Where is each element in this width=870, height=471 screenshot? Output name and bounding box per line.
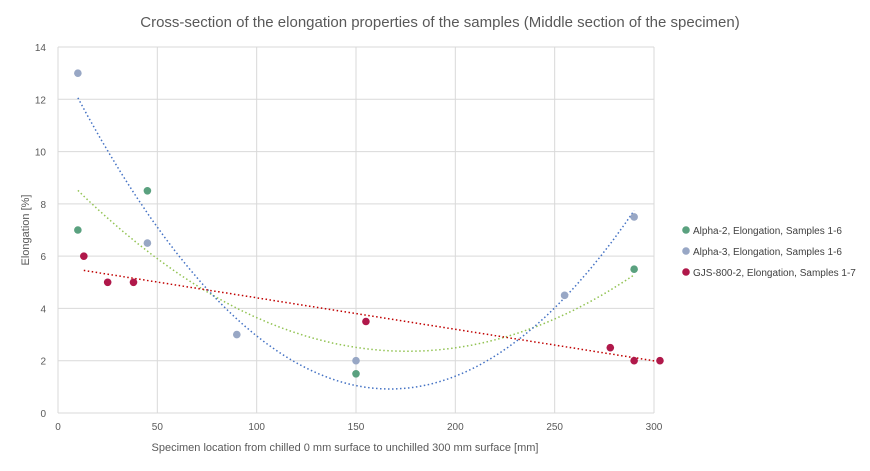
data-point <box>129 278 138 287</box>
x-tick-label: 300 <box>646 422 663 433</box>
data-point <box>352 369 360 378</box>
y-tick-label: 4 <box>40 304 46 315</box>
data-point <box>143 186 152 195</box>
data-point <box>656 356 664 365</box>
tick-labels: 0 2 4 6 8 10 12 14 0 50 100 150 200 250 300 <box>35 43 663 433</box>
data-point <box>103 278 112 287</box>
chart-title: Cross-section of the elongation properti… <box>140 14 739 31</box>
data-point <box>233 330 241 339</box>
y-tick-label: 12 <box>35 95 47 106</box>
trend-line <box>83 269 661 363</box>
data-point <box>630 213 638 221</box>
y-tick-label: 14 <box>35 43 47 54</box>
data-point <box>352 356 360 365</box>
x-tick-label: 50 <box>152 422 164 433</box>
y-tick-label: 10 <box>35 148 47 159</box>
x-tick-label: 100 <box>248 422 265 433</box>
data-point <box>74 69 82 77</box>
y-tick-label: 2 <box>40 357 46 368</box>
data-point <box>80 252 88 260</box>
x-tick-label: 0 <box>55 422 61 433</box>
legend: Alpha-2, Elongation, Samples 1-6 Alpha-3,… <box>682 226 856 279</box>
data-point <box>630 265 638 274</box>
legend-marker <box>682 226 690 234</box>
x-tick-label: 150 <box>348 422 365 433</box>
x-tick-label: 250 <box>546 422 563 433</box>
x-tick-label: 200 <box>447 422 464 433</box>
y-tick-label: 6 <box>40 252 46 263</box>
legend-marker <box>682 247 690 255</box>
data-point <box>143 239 152 247</box>
legend-entry: Alpha-3, Elongation, Samples 1-6 <box>693 247 842 258</box>
data-point <box>630 356 638 365</box>
data-point <box>606 343 615 352</box>
legend-entry: Alpha-2, Elongation, Samples 1-6 <box>693 226 842 237</box>
y-tick-label: 8 <box>40 200 46 211</box>
grid-lines <box>57 46 655 414</box>
y-tick-label: 0 <box>40 409 46 420</box>
data-points <box>74 69 664 378</box>
trend-lines <box>77 97 661 390</box>
trend-line <box>77 189 635 353</box>
data-point <box>74 226 82 234</box>
trend-line <box>77 97 635 390</box>
x-axis-label: Specimen location from chilled 0 mm surf… <box>152 442 539 454</box>
legend-marker <box>682 268 690 276</box>
legend-entry: GJS-800-2, Elongation, Samples 1-7 <box>693 268 856 279</box>
data-point <box>560 291 569 300</box>
y-axis-label: Elongation [%] <box>20 195 32 266</box>
data-point <box>362 317 370 326</box>
